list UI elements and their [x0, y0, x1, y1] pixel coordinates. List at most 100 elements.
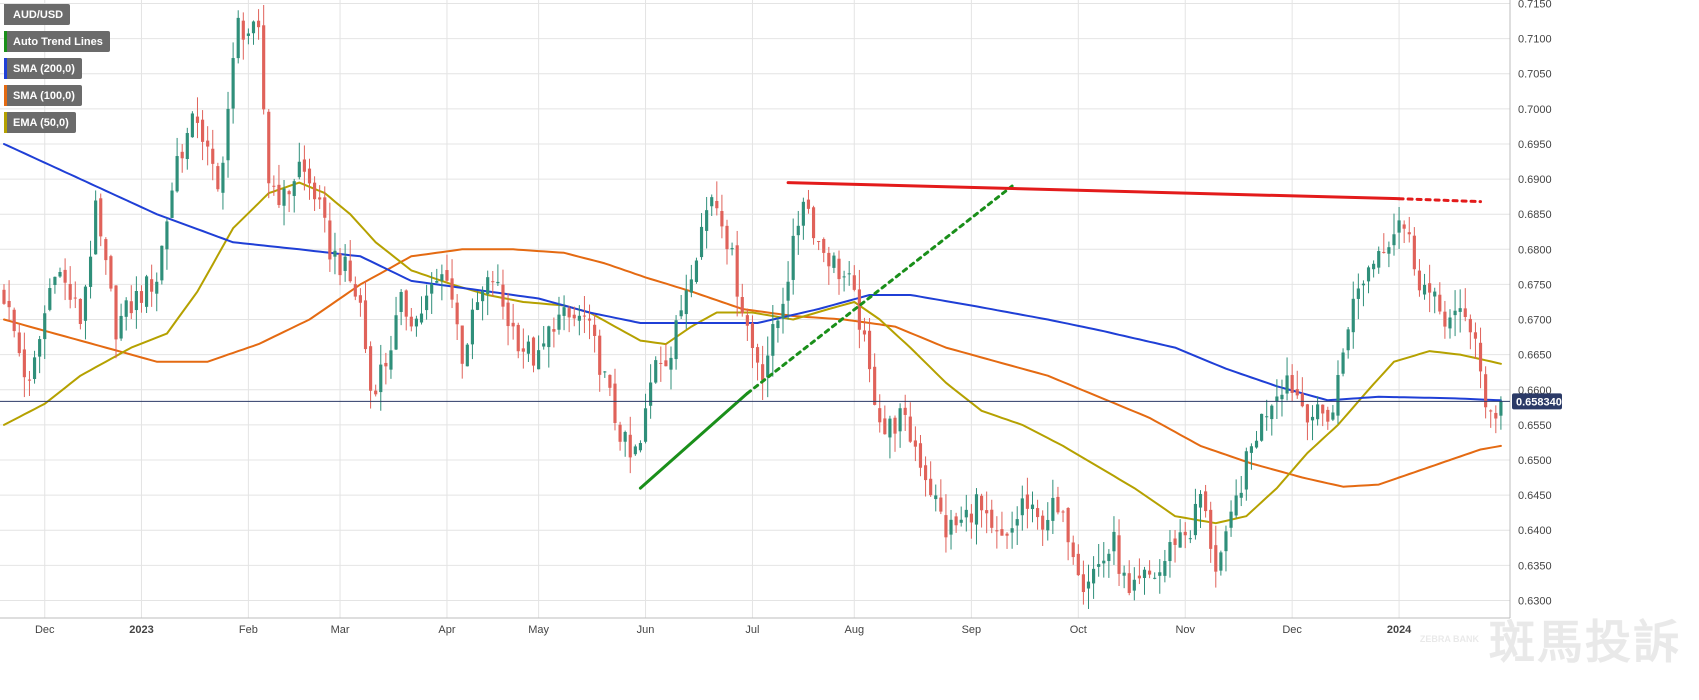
candle-body [745, 315, 749, 326]
candle-body [939, 497, 943, 512]
candle-body [1468, 318, 1472, 333]
legend-label: Auto Trend Lines [13, 35, 103, 48]
candle-body [1015, 519, 1019, 526]
y-tick-label: 0.7050 [1518, 69, 1552, 81]
candle-body [1178, 532, 1182, 548]
candle-body [969, 513, 973, 523]
candle-body [1122, 572, 1126, 576]
candle-body [267, 111, 271, 184]
candle-body [1366, 267, 1371, 282]
candle-body [1295, 389, 1299, 396]
candle-body [83, 286, 88, 321]
candle-body [109, 256, 113, 289]
x-tick-label: Apr [438, 624, 455, 636]
candle-body [806, 199, 811, 209]
candle-body [328, 220, 332, 260]
candle-body [124, 300, 128, 317]
candle-body [358, 295, 362, 303]
candle-body [425, 295, 429, 311]
candle-body [1025, 494, 1029, 509]
candle-body [1234, 495, 1238, 516]
candle-body [1270, 405, 1274, 420]
candle-body [231, 58, 235, 109]
grid-layer [0, 0, 1510, 618]
legend-item-sma200[interactable]: SMA (200,0) [4, 58, 82, 79]
legend-label: EMA (50,0) [13, 116, 69, 129]
ema50-line [3, 181, 1502, 525]
candle-body [608, 374, 612, 388]
candle-body [419, 313, 424, 323]
candle-body [1361, 283, 1366, 286]
candle-body [465, 344, 469, 367]
candle-body [1494, 412, 1498, 419]
candle-body [1204, 491, 1208, 512]
candle-body [1010, 528, 1014, 533]
candle-body [944, 515, 948, 538]
candle-body [557, 314, 561, 330]
candle-body [409, 316, 413, 327]
legend-item-trend-lines[interactable]: Auto Trend Lines [4, 31, 110, 52]
candle-body [684, 290, 688, 315]
candle-body [1392, 234, 1396, 246]
candle-body [1458, 308, 1462, 312]
candle-body [1041, 515, 1045, 530]
candle-body [1127, 573, 1131, 593]
candle-body [526, 341, 531, 354]
x-tick-label: Aug [844, 624, 864, 636]
candle-body [720, 211, 724, 227]
candle-body [1326, 409, 1330, 422]
candle-body [985, 510, 989, 514]
candle-body [1112, 531, 1116, 552]
candle-body [1254, 440, 1259, 448]
candle-body [847, 273, 851, 275]
candle-body [2, 289, 6, 304]
candle-body [1412, 235, 1416, 270]
candle-body [618, 424, 622, 442]
candle-body [119, 315, 123, 339]
candle-body [1280, 394, 1284, 400]
candle-body [404, 290, 408, 317]
y-tick-label: 0.6300 [1518, 595, 1552, 607]
legend-swatch [4, 85, 7, 106]
axis-layer: 0.6300 0.6350 0.6400 0.6450 0.6500 0.6550 0.66… [0, 0, 1562, 636]
candle-body [1305, 404, 1310, 423]
y-tick-label: 0.6550 [1518, 420, 1552, 432]
candle-body [1188, 538, 1192, 540]
candle-body [1219, 552, 1223, 571]
candle-body [1000, 529, 1004, 536]
x-tick-label: Oct [1070, 624, 1087, 636]
candle-body [78, 298, 82, 325]
candle-body [552, 329, 556, 332]
candle-body [735, 245, 739, 297]
candle-body [1443, 311, 1447, 327]
candle-body [923, 465, 928, 481]
candle-body [414, 318, 418, 327]
candle-body [862, 330, 867, 335]
candle-body [190, 113, 194, 138]
candle-body [1382, 251, 1386, 253]
candle-body [384, 362, 388, 367]
legend-item-symbol[interactable]: AUD/USD [4, 4, 71, 25]
candle-body [954, 516, 958, 526]
candle-body [1336, 374, 1340, 416]
candle-body [1310, 416, 1315, 421]
candle-body [53, 276, 57, 286]
legend-swatch [4, 31, 7, 52]
x-tick-label: Sep [962, 624, 982, 636]
candle-body [771, 324, 775, 356]
candle-body [445, 270, 449, 281]
candle-body [811, 207, 816, 239]
candle-body [1407, 232, 1411, 235]
candle-body [1300, 393, 1304, 407]
candle-body [674, 320, 678, 360]
legend-item-sma100[interactable]: SMA (100,0) [4, 85, 82, 106]
candle-body [1092, 568, 1096, 584]
legend-item-ema50[interactable]: EMA (50,0) [4, 112, 76, 133]
y-tick-label: 0.6350 [1518, 560, 1552, 572]
candle-body [1097, 564, 1101, 567]
candle-body [867, 330, 872, 370]
candle-body [43, 313, 47, 340]
y-tick-label: 0.6800 [1518, 244, 1552, 256]
y-tick-label: 0.7100 [1518, 34, 1552, 46]
candle-body [1173, 538, 1177, 545]
